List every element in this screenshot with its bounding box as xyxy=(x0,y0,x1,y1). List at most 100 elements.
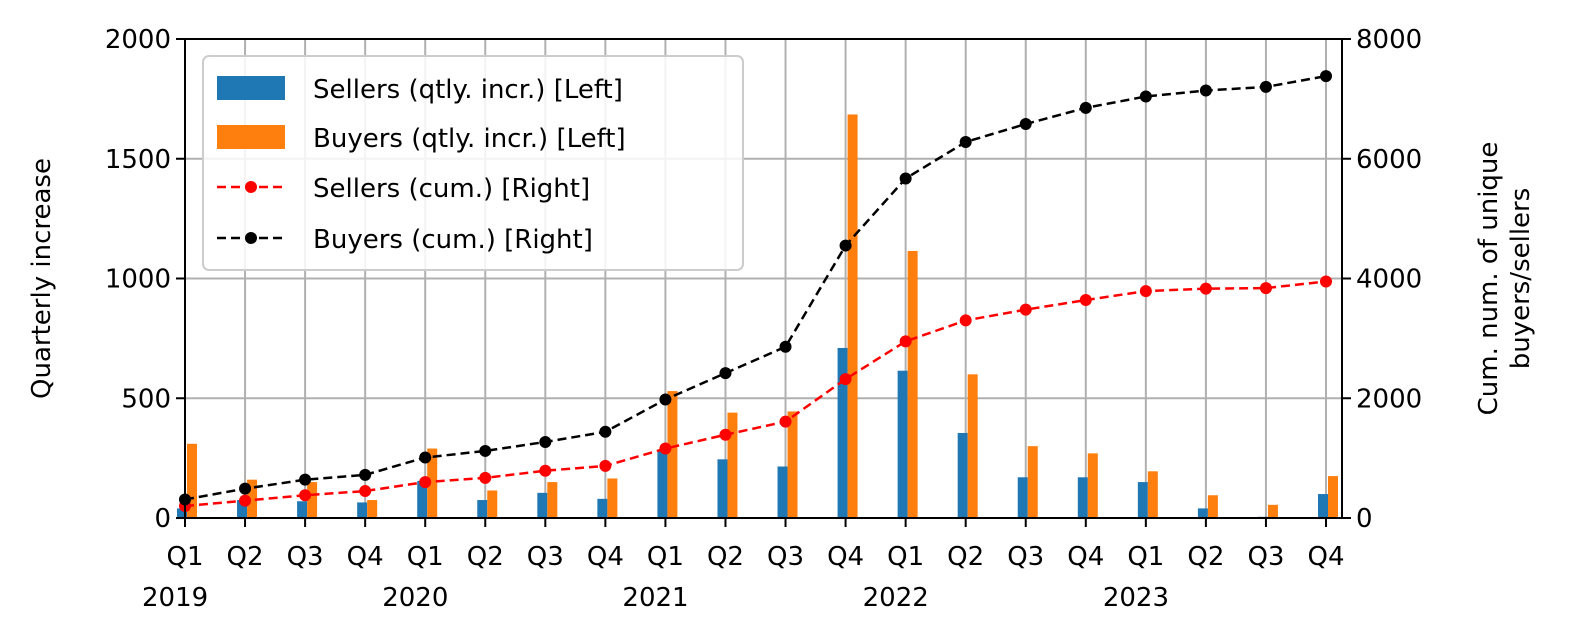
sellers-cum-point xyxy=(1199,282,1212,295)
buyers-bar xyxy=(967,374,978,518)
buyers-cum-point xyxy=(1079,101,1092,114)
x-tick-label: Q2 xyxy=(227,542,264,572)
right-tick-label: 0 xyxy=(1356,504,1373,534)
sellers-cum-point xyxy=(479,471,492,484)
sellers-bar xyxy=(657,449,668,518)
year-label: 2022 xyxy=(863,583,929,613)
sellers-cum-point xyxy=(1019,303,1032,316)
left-tick-label: 2000 xyxy=(105,25,171,55)
sellers-bar xyxy=(537,492,548,518)
sellers-bar xyxy=(357,502,368,518)
sellers-cum-point xyxy=(1320,275,1332,288)
left-tick-label: 1500 xyxy=(105,145,171,175)
buyers-bar xyxy=(607,478,618,518)
right-axis: 0 2000 4000 6000 8000 xyxy=(1342,25,1422,534)
buyers-cum-point xyxy=(1019,118,1032,131)
sellers-cum-point xyxy=(959,314,972,327)
buyers-bar xyxy=(787,411,798,518)
buyers-cum-point xyxy=(719,367,732,380)
buyers-cum-point xyxy=(839,239,852,252)
buyers-cum-point xyxy=(359,468,372,481)
legend-box xyxy=(202,55,744,271)
cumulative-lines xyxy=(179,70,1332,513)
buyers-bar xyxy=(1207,495,1218,518)
buyers-bar xyxy=(727,412,738,518)
x-tick-label: Q1 xyxy=(407,542,444,572)
buyers-cum-point xyxy=(899,172,912,185)
buyers-bar xyxy=(1027,446,1038,518)
sellers-bar xyxy=(1077,477,1088,518)
x-tick-label: Q2 xyxy=(947,542,984,572)
year-label: 2021 xyxy=(622,583,688,613)
legend-swatch xyxy=(217,125,285,149)
buyers-bar xyxy=(847,114,858,518)
right-axis-title-line: Cum. num. of unique xyxy=(1474,142,1504,416)
sellers-bar xyxy=(597,498,608,518)
bars xyxy=(177,114,1338,518)
legend-label: Sellers (qtly. incr.) [Left] xyxy=(313,75,623,105)
year-label: 2023 xyxy=(1103,583,1169,613)
x-tick-label: Q1 xyxy=(887,542,924,572)
right-axis-title: Cum. num. of uniquebuyers/sellers xyxy=(1474,142,1536,416)
right-tick-label: 8000 xyxy=(1356,25,1422,55)
x-tick-label: Q3 xyxy=(527,542,564,572)
x-tick-label: Q2 xyxy=(1187,542,1224,572)
legend-label: Sellers (cum.) [Right] xyxy=(313,174,590,204)
x-tick-label: Q4 xyxy=(1067,542,1104,572)
sellers-bar xyxy=(1197,508,1208,518)
buyers-bar xyxy=(907,250,918,518)
legend-label: Buyers (cum.) [Right] xyxy=(313,225,593,255)
buyers-cum-point xyxy=(1259,80,1272,93)
sellers-bar xyxy=(477,500,488,518)
buyers-cum-point xyxy=(1139,90,1152,103)
sellers-cum-point xyxy=(899,335,912,348)
sellers-cum-point xyxy=(719,428,732,441)
sellers-bar xyxy=(1137,482,1148,518)
left-axis-title: Quarterly increase xyxy=(27,158,57,399)
sellers-bar xyxy=(837,347,848,518)
buyers-bar xyxy=(247,479,258,518)
buyers-cum-point xyxy=(599,425,612,438)
sellers-cum-point xyxy=(359,485,372,498)
sellers-cum-point xyxy=(599,459,612,472)
right-axis-title-line: buyers/sellers xyxy=(1506,188,1536,370)
buyers-bar xyxy=(427,448,438,518)
buyers-bar xyxy=(1147,471,1158,518)
sellers-cum-point xyxy=(1139,285,1152,298)
buyers-bar xyxy=(487,490,498,518)
left-tick-label: 500 xyxy=(121,384,171,414)
x-tick-label: Q4 xyxy=(827,542,864,572)
right-tick-label: 6000 xyxy=(1356,145,1422,175)
buyers-cum-point xyxy=(239,482,252,495)
legend-label: Buyers (qtly. incr.) [Left] xyxy=(313,124,626,154)
x-tick-label: Q1 xyxy=(647,542,684,572)
buyers-cum-point xyxy=(959,135,972,148)
sellers-bar xyxy=(1318,494,1328,518)
x-tick-label: Q4 xyxy=(587,542,624,572)
sellers-bar xyxy=(897,370,908,518)
legend: Sellers (qtly. incr.) [Left] Buyers (qtly… xyxy=(202,55,744,271)
sellers-cum-point xyxy=(839,373,852,386)
sellers-bar xyxy=(1017,477,1028,518)
left-tick-label: 1000 xyxy=(105,265,171,295)
legend-swatch-marker xyxy=(245,181,257,193)
buyers-bar xyxy=(367,500,378,518)
x-tick-label: Q2 xyxy=(467,542,504,572)
buyers-cum-point xyxy=(299,473,312,486)
buyers-cum-line xyxy=(184,74,1327,501)
x-tick-label: Q3 xyxy=(767,542,804,572)
left-tick-label: 0 xyxy=(154,504,171,534)
buyers-cum-point xyxy=(539,435,552,448)
sellers-bar xyxy=(297,501,308,518)
buyers-bar xyxy=(1267,504,1278,518)
x-tick-label: Q3 xyxy=(287,542,324,572)
x-axis: Q1 Q2 Q3 Q4 Q1 Q2 Q3 Q4 Q1 Q2 Q3 Q4 Q1 Q2 Q3 Q4 Q1 Q2 Q3 Q4… xyxy=(142,518,1345,613)
buyers-cum-point xyxy=(479,444,492,457)
sellers-cum-point xyxy=(299,489,312,502)
buyers-bar xyxy=(187,443,197,518)
sellers-cum-point xyxy=(659,442,672,455)
sellers-cum-point xyxy=(239,494,252,507)
legend-swatch-marker xyxy=(245,232,257,244)
right-tick-label: 4000 xyxy=(1356,265,1422,295)
